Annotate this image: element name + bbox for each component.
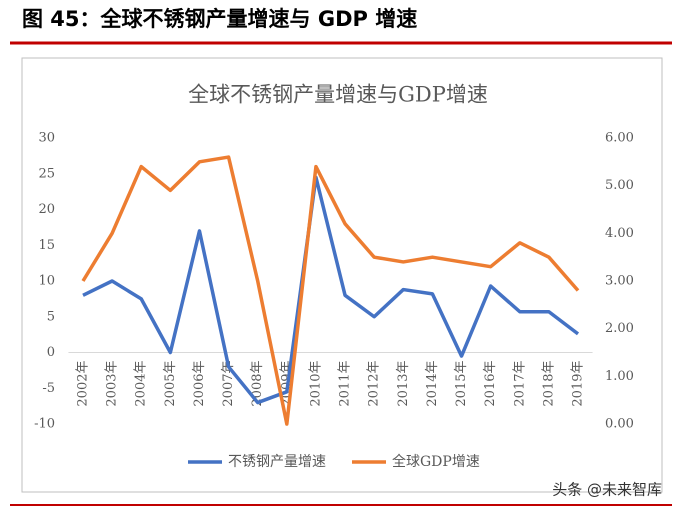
x-tick-label: 2013年: [396, 361, 411, 407]
y-tick-label: 0: [47, 345, 55, 360]
y-tick-label: -5: [42, 381, 55, 396]
series-line: [81, 155, 580, 426]
watermark: 头条 @未来智库: [552, 481, 662, 499]
y-tick-label: 15: [38, 238, 55, 253]
x-tick-label: 2017年: [512, 361, 527, 407]
x-tick-label: 2015年: [454, 361, 469, 407]
y-tick-label: 20: [38, 202, 55, 217]
y2-tick-label: 2.00: [605, 321, 634, 336]
x-tick-label: 2008年: [250, 361, 265, 407]
chart-frame: [21, 57, 663, 493]
y2-tick-label: 4.00: [605, 226, 634, 241]
series-line: [82, 175, 580, 405]
x-tick-label: 2011年: [338, 361, 353, 407]
y-tick-label: -10: [34, 417, 55, 432]
y-tick-label: 25: [38, 166, 55, 181]
y-tick-label: 30: [38, 131, 55, 146]
x-tick-label: 2012年: [367, 361, 382, 407]
x-tick-label: 2018年: [541, 361, 556, 407]
x-tick-label: 2006年: [192, 361, 207, 407]
y2-tick-label: 1.00: [605, 369, 634, 384]
x-tick-label: 2010年: [308, 361, 323, 407]
legend-label: 全球GDP增速: [392, 453, 480, 470]
x-tick-label: 2003年: [105, 361, 120, 407]
legend-label: 不锈钢产量增速: [228, 454, 326, 470]
y-tick-label: 10: [38, 274, 55, 289]
x-tick-label: 2004年: [134, 361, 149, 407]
x-tick-label: 2019年: [571, 361, 586, 407]
y2-tick-label: 3.00: [605, 274, 634, 289]
x-tick-label: 2005年: [163, 361, 178, 407]
x-tick-label: 2002年: [76, 361, 91, 407]
chart-title: 全球不锈钢产量增速与GDP增速: [188, 83, 488, 107]
y2-tick-label: 5.00: [605, 178, 634, 193]
y2-tick-label: 0.00: [605, 417, 634, 432]
x-tick-label: 2014年: [425, 361, 440, 407]
page-title: 图 45：全球不锈钢产量增速与 GDP 增速: [22, 7, 417, 31]
y2-tick-label: 6.00: [605, 131, 634, 146]
y-tick-label: 5: [47, 309, 55, 324]
x-tick-label: 2016年: [483, 361, 498, 407]
